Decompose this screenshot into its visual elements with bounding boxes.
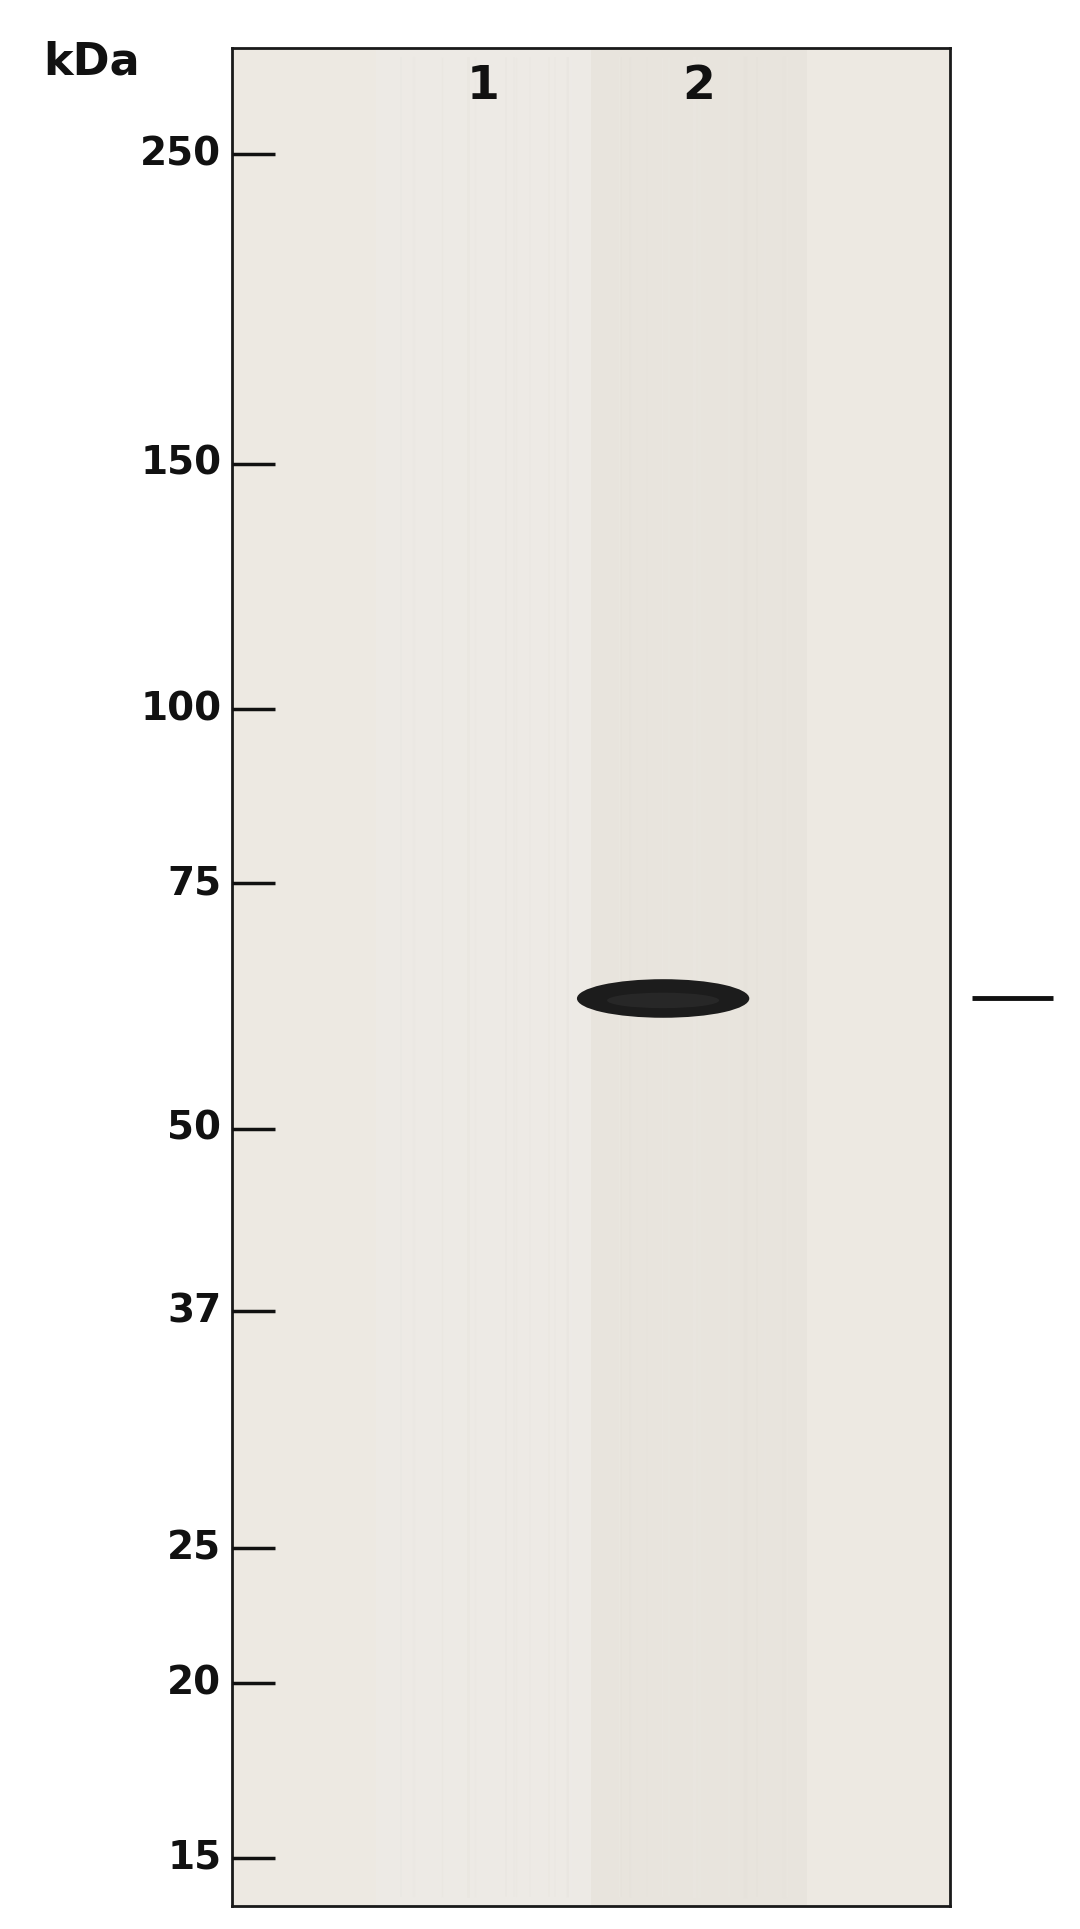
Text: 250: 250 <box>140 135 221 174</box>
Bar <box>232 48 950 1906</box>
Text: 1: 1 <box>468 64 500 110</box>
Text: 50: 50 <box>167 1109 221 1148</box>
Text: 75: 75 <box>167 864 221 903</box>
Ellipse shape <box>607 993 719 1009</box>
Text: 100: 100 <box>140 691 221 727</box>
Ellipse shape <box>577 980 750 1019</box>
Text: 37: 37 <box>167 1292 221 1329</box>
Text: 20: 20 <box>167 1665 221 1703</box>
Bar <box>376 48 592 1906</box>
Text: 25: 25 <box>167 1530 221 1568</box>
Text: 150: 150 <box>140 444 221 482</box>
Text: 2: 2 <box>683 64 715 110</box>
Text: kDa: kDa <box>43 41 140 83</box>
Text: 15: 15 <box>167 1838 221 1877</box>
Bar <box>592 48 807 1906</box>
